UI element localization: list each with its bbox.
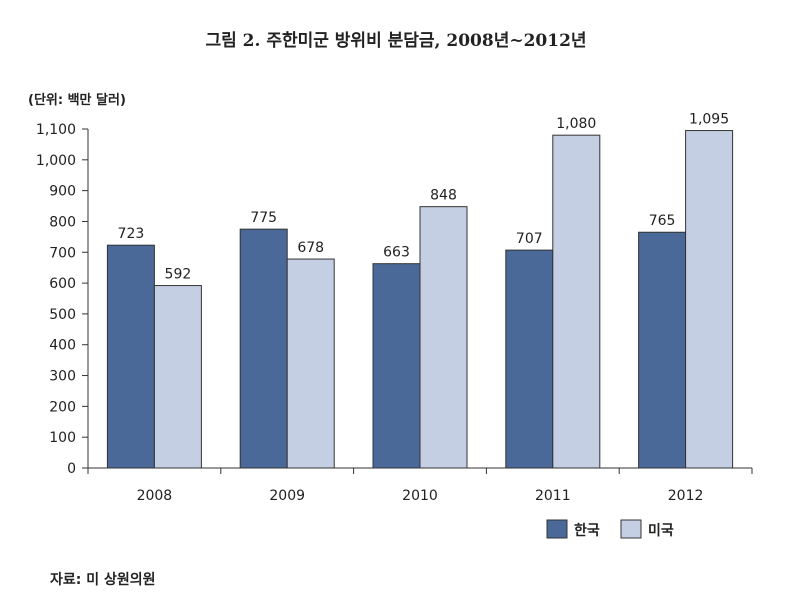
legend-swatch-korea [546, 519, 568, 539]
data-label: 592 [165, 267, 192, 283]
y-tick-label: 900 [49, 184, 76, 200]
bars [106, 130, 734, 469]
x-tick-label: 2012 [668, 488, 704, 504]
y-tick-label: 800 [49, 214, 76, 230]
y-tick-label: 0 [67, 461, 76, 477]
y-tick-label: 700 [49, 245, 76, 261]
y-tick-label: 400 [49, 338, 76, 354]
bar-usa-2011 [552, 134, 601, 469]
bar-korea-2008 [106, 244, 155, 469]
data-label: 678 [297, 240, 324, 256]
y-axis: 0 100 200 300 400 500 600 700 800 900 1,000 1,100 [36, 122, 89, 477]
x-tick-label: 2011 [535, 488, 571, 504]
y-tick-label: 100 [49, 430, 76, 446]
bar-usa-2010 [419, 206, 468, 469]
source-note: 자료: 미 상원의원 [50, 571, 156, 588]
y-tick-label: 1,100 [36, 122, 76, 138]
x-tick-label: 2009 [269, 488, 305, 504]
unit-label: (단위: 백만 달러) [28, 92, 126, 108]
bar-korea-2012 [638, 231, 687, 469]
bar-korea-2011 [505, 249, 554, 469]
y-tick-label: 600 [49, 276, 76, 292]
data-labels: 723 592 775 678 663 848 707 1,080 765 1,095 [118, 112, 730, 283]
bar-usa-2009 [286, 258, 335, 469]
data-label: 663 [383, 245, 410, 261]
data-label: 848 [430, 188, 457, 204]
y-tick-label: 500 [49, 307, 76, 323]
legend-label-korea: 한국 [574, 523, 600, 539]
data-label: 765 [649, 213, 676, 229]
data-label: 723 [118, 226, 145, 242]
x-tick-label: 2008 [137, 488, 173, 504]
data-label: 775 [250, 210, 277, 226]
bar-korea-2009 [239, 228, 288, 469]
legend-label-usa: 미국 [648, 523, 674, 539]
x-axis: 2008 2009 2010 2011 2012 [87, 467, 753, 504]
bar-usa-2008 [153, 285, 202, 469]
data-label: 707 [516, 231, 543, 247]
bar-korea-2010 [372, 263, 421, 469]
data-label: 1,095 [689, 112, 729, 128]
data-label: 1,080 [556, 116, 596, 132]
chart-title: 그림 2. 주한미군 방위비 분담금, 2008년~2012년 [205, 31, 586, 51]
y-tick-label: 200 [49, 399, 76, 415]
y-tick-label: 1,000 [36, 153, 76, 169]
x-tick-label: 2010 [402, 488, 438, 504]
legend: 한국 미국 [546, 519, 674, 539]
legend-swatch-usa [620, 519, 642, 539]
y-tick-label: 300 [49, 369, 76, 385]
bar-usa-2012 [685, 130, 734, 469]
